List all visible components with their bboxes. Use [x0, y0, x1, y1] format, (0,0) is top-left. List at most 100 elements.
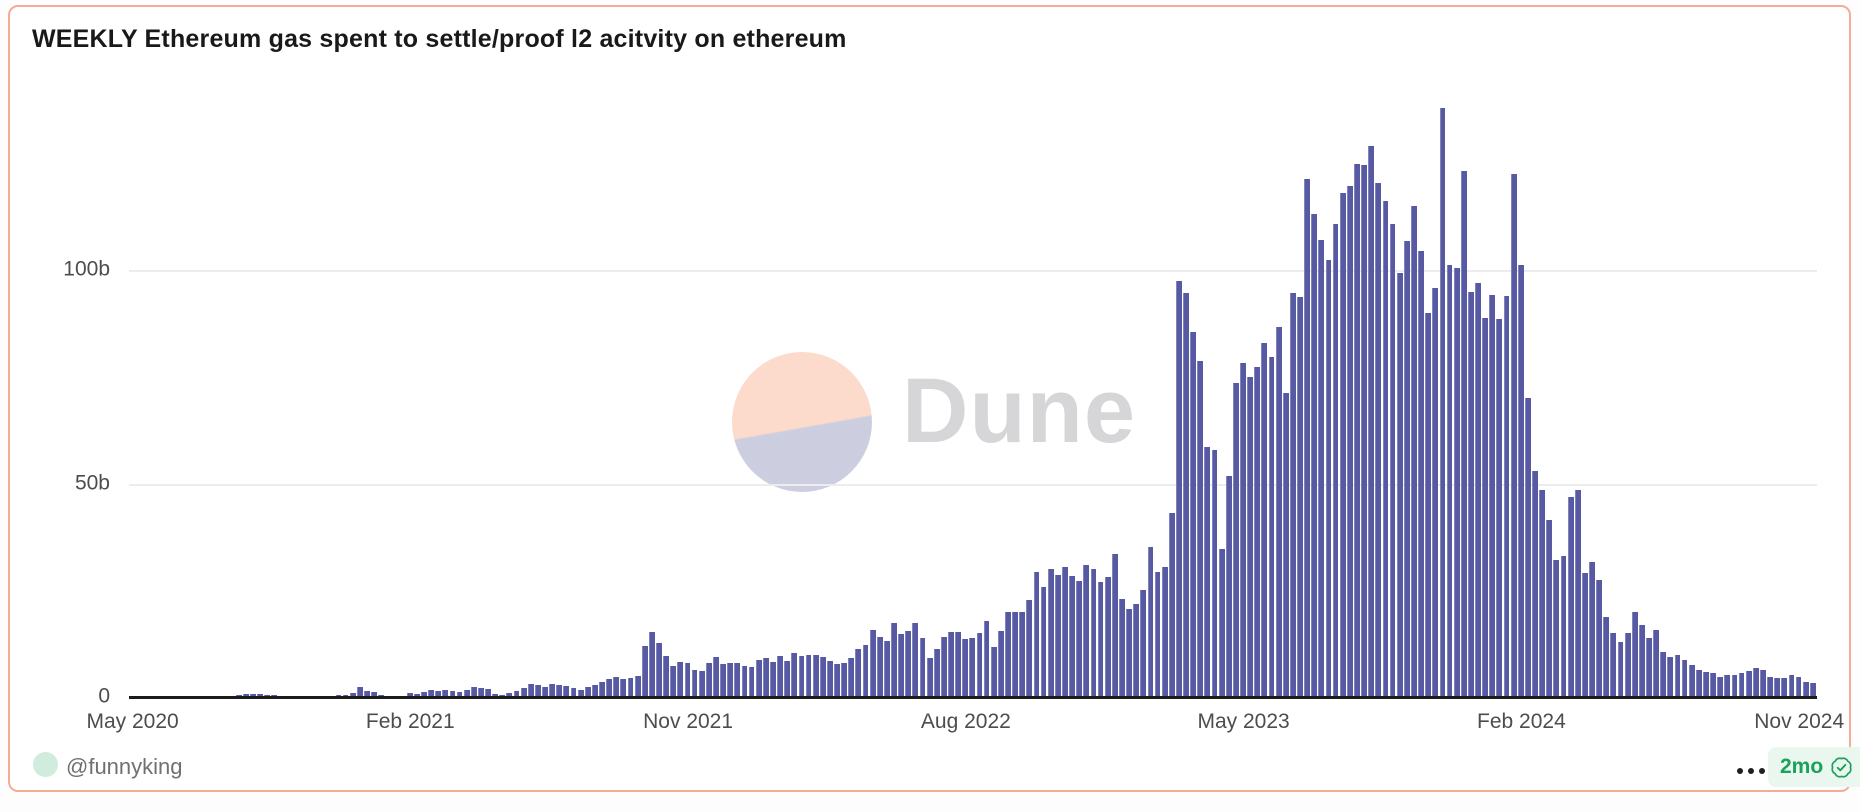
bar-week-168[interactable]: [1325, 260, 1332, 697]
bar-week-195[interactable]: [1517, 265, 1524, 697]
bar-week-199[interactable]: [1546, 520, 1553, 697]
bar-week-207[interactable]: [1603, 617, 1610, 697]
bar-week-209[interactable]: [1617, 642, 1624, 697]
bar-week-85[interactable]: [734, 663, 741, 697]
bar-week-79[interactable]: [691, 670, 698, 697]
bar-week-230[interactable]: [1767, 677, 1773, 697]
bar-week-61[interactable]: [563, 686, 570, 697]
bar-week-126[interactable]: [1026, 600, 1033, 697]
bar-week-222[interactable]: [1710, 673, 1716, 697]
bar-week-141[interactable]: [1133, 604, 1140, 697]
bar-week-54[interactable]: [513, 691, 520, 697]
bar-week-59[interactable]: [549, 684, 556, 697]
bar-week-66[interactable]: [599, 682, 605, 697]
bar-week-205[interactable]: [1589, 562, 1595, 697]
bar-week-201[interactable]: [1560, 556, 1567, 697]
bar-week-179[interactable]: [1403, 241, 1410, 697]
bar-week-218[interactable]: [1681, 660, 1688, 697]
bar-week-135[interactable]: [1090, 569, 1097, 697]
bar-week-56[interactable]: [527, 684, 534, 697]
bar-week-58[interactable]: [542, 687, 548, 697]
bar-week-148[interactable]: [1183, 293, 1189, 697]
bar-week-77[interactable]: [677, 662, 684, 697]
bar-week-128[interactable]: [1040, 587, 1047, 697]
bar-week-147[interactable]: [1175, 281, 1182, 697]
bar-week-146[interactable]: [1168, 513, 1175, 697]
bar-week-184[interactable]: [1439, 108, 1446, 697]
bar-week-140[interactable]: [1126, 609, 1132, 697]
bar-week-189[interactable]: [1475, 283, 1481, 697]
bar-week-87[interactable]: [748, 667, 755, 697]
bar-week-69[interactable]: [620, 679, 627, 697]
bar-week-181[interactable]: [1418, 251, 1424, 697]
bar-week-177[interactable]: [1389, 224, 1396, 697]
bar-week-200[interactable]: [1553, 560, 1560, 697]
bar-week-104[interactable]: [869, 630, 876, 697]
bar-week-88[interactable]: [755, 660, 762, 697]
bar-week-65[interactable]: [591, 685, 598, 697]
bar-week-164[interactable]: [1297, 297, 1303, 697]
bar-week-224[interactable]: [1724, 675, 1731, 697]
bar-week-95[interactable]: [805, 655, 812, 697]
bar-week-191[interactable]: [1489, 295, 1496, 697]
bar-week-18[interactable]: [257, 694, 263, 697]
bar-week-17[interactable]: [250, 694, 256, 697]
bar-week-121[interactable]: [990, 647, 997, 697]
bar-week-167[interactable]: [1318, 240, 1325, 697]
bar-week-149[interactable]: [1190, 332, 1197, 697]
bar-week-81[interactable]: [705, 663, 712, 697]
bar-week-162[interactable]: [1282, 393, 1289, 697]
bar-week-67[interactable]: [606, 679, 612, 697]
bar-week-152[interactable]: [1211, 450, 1218, 697]
bar-week-156[interactable]: [1240, 363, 1246, 697]
bar-week-73[interactable]: [648, 632, 655, 697]
bar-week-57[interactable]: [534, 685, 541, 697]
bar-week-198[interactable]: [1539, 490, 1546, 697]
bar-week-206[interactable]: [1596, 580, 1603, 697]
bar-week-183[interactable]: [1432, 288, 1439, 697]
bar-week-51[interactable]: [492, 694, 499, 697]
bar-week-130[interactable]: [1054, 575, 1061, 697]
bar-week-144[interactable]: [1154, 572, 1161, 697]
bar-week-190[interactable]: [1482, 318, 1489, 697]
bar-week-204[interactable]: [1581, 573, 1588, 697]
bar-week-132[interactable]: [1069, 576, 1075, 697]
bar-week-166[interactable]: [1311, 214, 1318, 697]
bar-week-143[interactable]: [1147, 547, 1154, 697]
bar-week-89[interactable]: [762, 658, 769, 697]
bar-week-109[interactable]: [905, 631, 912, 697]
bar-week-93[interactable]: [791, 653, 798, 697]
bar-week-227[interactable]: [1745, 671, 1752, 697]
bar-week-159[interactable]: [1261, 343, 1268, 697]
bar-week-231[interactable]: [1774, 678, 1781, 697]
bar-week-100[interactable]: [841, 663, 848, 697]
bar-week-50[interactable]: [485, 689, 491, 697]
bar-week-105[interactable]: [876, 637, 883, 697]
bar-week-170[interactable]: [1339, 193, 1346, 697]
bar-week-145[interactable]: [1161, 567, 1168, 697]
bar-week-142[interactable]: [1140, 590, 1147, 697]
bar-week-173[interactable]: [1361, 165, 1367, 697]
bar-week-117[interactable]: [962, 639, 969, 697]
bar-week-101[interactable]: [848, 658, 855, 697]
bar-week-72[interactable]: [641, 646, 648, 697]
bar-week-186[interactable]: [1453, 268, 1460, 697]
bar-week-83[interactable]: [720, 664, 726, 697]
bar-week-160[interactable]: [1268, 357, 1275, 697]
bar-week-226[interactable]: [1738, 673, 1745, 697]
bar-week-157[interactable]: [1247, 377, 1254, 697]
bar-week-76[interactable]: [670, 666, 677, 697]
bar-week-99[interactable]: [834, 664, 840, 697]
bar-week-74[interactable]: [656, 643, 662, 697]
bar-week-174[interactable]: [1368, 146, 1375, 697]
bar-week-40[interactable]: [413, 694, 420, 697]
bar-week-139[interactable]: [1119, 599, 1125, 697]
bar-week-48[interactable]: [470, 687, 477, 697]
bar-week-16[interactable]: [242, 694, 249, 697]
bar-week-33[interactable]: [364, 691, 370, 697]
bar-week-118[interactable]: [969, 638, 976, 697]
bar-week-122[interactable]: [997, 631, 1004, 697]
bar-week-111[interactable]: [919, 638, 926, 697]
bar-week-94[interactable]: [798, 656, 805, 697]
bar-week-154[interactable]: [1225, 476, 1232, 697]
